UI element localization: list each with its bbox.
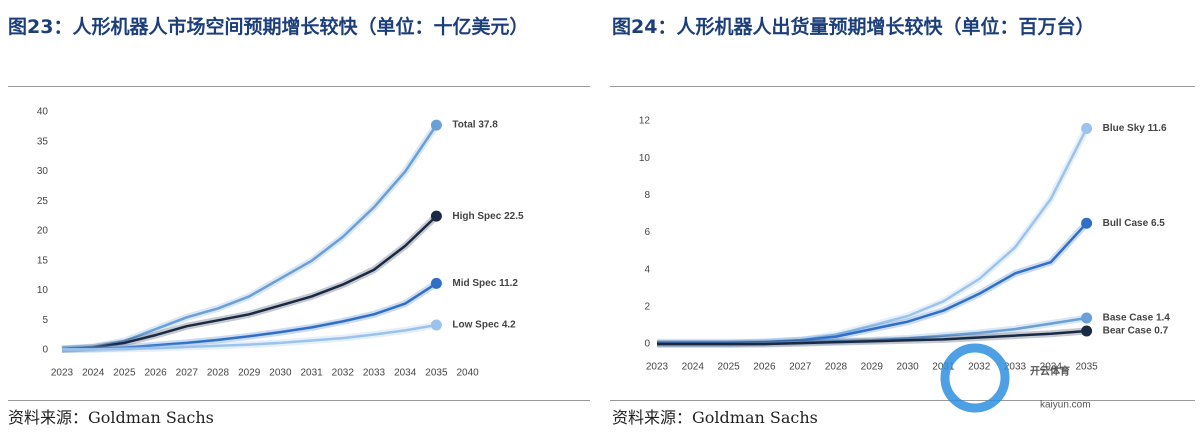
chart-title: 图23：人形机器人市场空间预期增长较快（单位：十亿美元） — [8, 16, 529, 38]
end-marker — [430, 210, 442, 222]
x-tick-label: 2032 — [968, 362, 991, 373]
source: 资料来源：Goldman Sachs — [612, 408, 818, 427]
y-tick-label: 0 — [42, 345, 48, 356]
x-tick-label: 2034 — [1040, 362, 1063, 373]
y-tick-label: 4 — [644, 264, 650, 275]
x-tick-label: 2030 — [896, 362, 919, 373]
x-tick-label: 2035 — [425, 368, 448, 379]
x-tick-label: 2028 — [207, 368, 230, 379]
x-tick-label: 2025 — [113, 368, 136, 379]
data-label: Base Case 1.4 — [1103, 313, 1171, 324]
y-tick-label: 6 — [644, 227, 650, 238]
line — [62, 323, 437, 351]
y-tick-label: 8 — [644, 190, 650, 201]
x-tick-label: 2024 — [682, 362, 705, 373]
x-tick-label: 2031 — [300, 368, 323, 379]
y-tick-label: 12 — [639, 116, 651, 127]
x-tick-label: 2032 — [332, 368, 355, 379]
y-tick-label: 2 — [644, 301, 650, 312]
x-tick-label: 2035 — [1075, 362, 1098, 373]
end-marker — [1081, 122, 1093, 134]
y-tick-label: 25 — [37, 196, 49, 207]
y-tick-label: 40 — [37, 107, 49, 118]
y-tick-label: 10 — [639, 153, 651, 164]
y-tick-label: 10 — [37, 285, 49, 296]
y-tick-label: 5 — [42, 315, 48, 326]
x-tick-label: 2026 — [753, 362, 776, 373]
line — [657, 329, 1087, 346]
y-tick-label: 15 — [37, 255, 49, 266]
line — [61, 124, 438, 351]
x-tick-label: 2034 — [394, 368, 417, 379]
data-label: High Spec 22.5 — [452, 211, 524, 222]
x-tick-label: 2026 — [144, 368, 167, 379]
data-label: Mid Spec 11.2 — [452, 278, 518, 289]
x-tick-label: 2025 — [717, 362, 740, 373]
y-tick-label: 20 — [37, 226, 49, 237]
x-tick-label: 2040 — [456, 368, 479, 379]
x-tick-label: 2023 — [51, 368, 74, 379]
x-tick-label: 2028 — [825, 362, 848, 373]
x-tick-label: 2029 — [238, 368, 261, 379]
x-tick-label: 2023 — [646, 362, 669, 373]
y-tick-label: 0 — [644, 339, 650, 350]
x-tick-label: 2030 — [269, 368, 292, 379]
data-label: Bull Case 6.5 — [1103, 218, 1166, 229]
end-marker — [430, 119, 442, 131]
rule — [8, 86, 590, 87]
end-marker — [430, 319, 442, 331]
source: 资料来源：Goldman Sachs — [8, 408, 214, 427]
data-label: Bear Case 0.7 — [1103, 326, 1169, 337]
line-glow — [657, 126, 1090, 346]
data-label: Blue Sky 11.6 — [1103, 123, 1167, 134]
x-tick-label: 2029 — [861, 362, 884, 373]
watermark-url: kaiyun.com — [1040, 400, 1091, 411]
end-marker — [1081, 217, 1093, 229]
end-marker — [1081, 312, 1093, 324]
x-tick-label: 2027 — [176, 368, 199, 379]
data-label: Total 37.8 — [452, 120, 498, 131]
rule — [610, 400, 1195, 401]
watermark-logo — [940, 343, 1010, 413]
rule — [8, 400, 590, 401]
line — [61, 215, 438, 351]
x-tick-label: 2027 — [789, 362, 812, 373]
rule — [610, 86, 1195, 87]
y-tick-label: 30 — [37, 166, 49, 177]
watermark: 开云体育 — [1030, 365, 1070, 378]
line-glow — [61, 213, 439, 353]
end-marker — [1081, 325, 1093, 337]
y-tick-label: 35 — [37, 136, 49, 147]
x-tick-label: 2033 — [363, 368, 386, 379]
data-label: Low Spec 4.2 — [452, 320, 516, 331]
chart-title: 图24：人形机器人出货量预期增长较快（单位：百万台） — [612, 16, 1095, 38]
x-tick-label: 2024 — [82, 368, 105, 379]
x-tick-label: 2033 — [1004, 362, 1027, 373]
end-marker — [430, 277, 442, 289]
